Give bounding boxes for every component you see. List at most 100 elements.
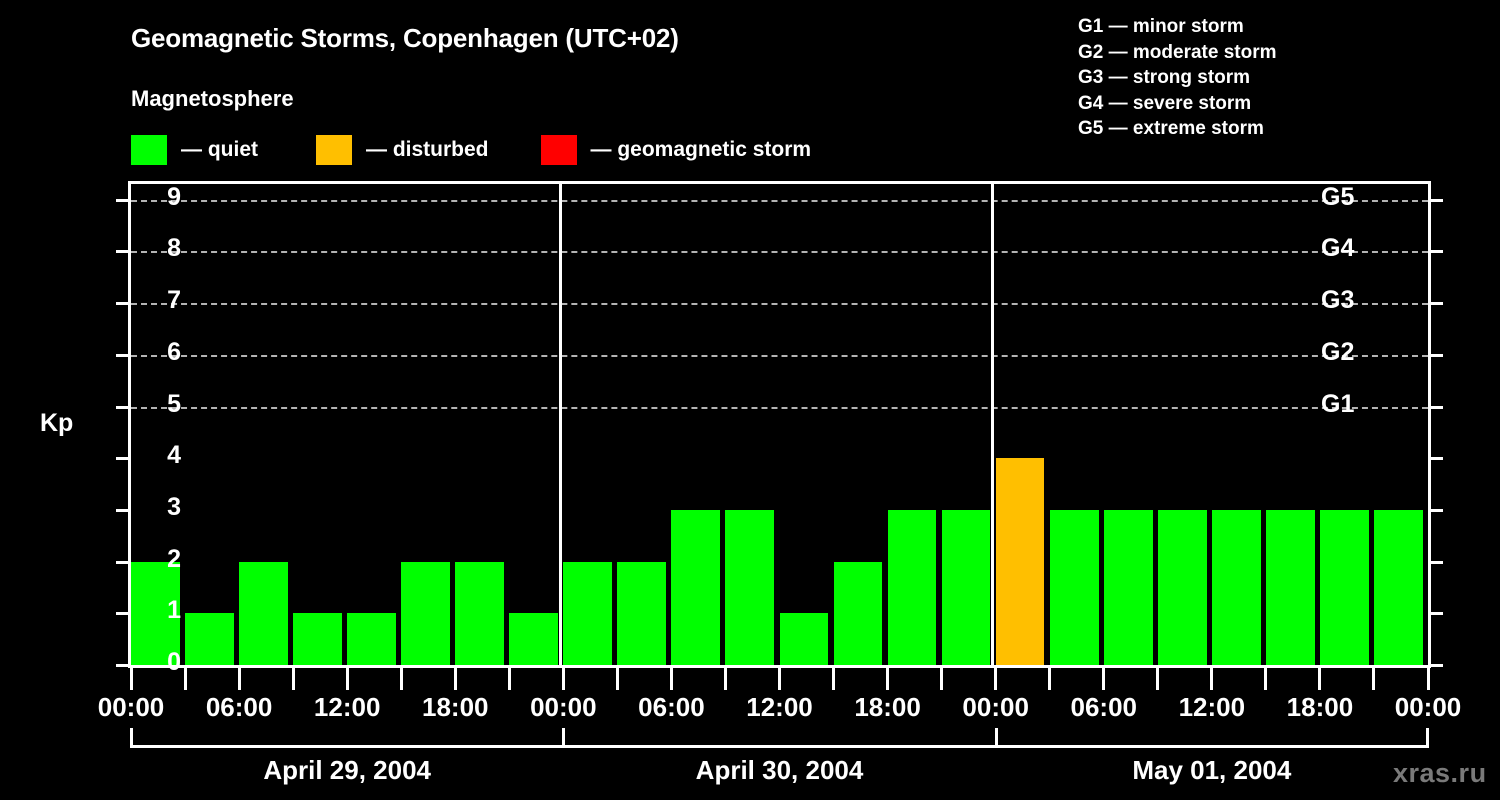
watermark: xras.ru bbox=[1393, 758, 1487, 788]
bar bbox=[995, 458, 1045, 665]
g-scale-row: G4 — severe storm bbox=[1078, 92, 1252, 114]
y-tick-right bbox=[1431, 612, 1443, 616]
bar bbox=[671, 509, 721, 665]
bar bbox=[401, 561, 451, 665]
gridline bbox=[131, 303, 1428, 306]
legend-label-disturbed: — disturbed bbox=[366, 138, 489, 161]
x-axis-label: 06:00 bbox=[1070, 692, 1138, 722]
quiet-swatch bbox=[131, 135, 167, 165]
x-tick bbox=[940, 668, 944, 690]
x-tick bbox=[1210, 668, 1214, 690]
bar bbox=[293, 613, 342, 665]
plot-frame-top bbox=[128, 181, 1431, 184]
x-tick bbox=[1426, 668, 1430, 690]
x-tick bbox=[723, 668, 727, 690]
x-axis-label: 18:00 bbox=[422, 692, 489, 722]
x-axis-label: 18:00 bbox=[1286, 692, 1354, 722]
day-bracket-line bbox=[995, 745, 1428, 748]
g-scale-row: G1 — minor storm bbox=[1078, 16, 1244, 37]
x-axis-label: 12:00 bbox=[746, 692, 813, 722]
legend-item-storm: — geomagnetic storm bbox=[540, 135, 812, 165]
x-axis-label: 00:00 bbox=[530, 692, 597, 722]
y-axis-label: 0 bbox=[167, 648, 181, 676]
x-tick bbox=[345, 668, 349, 690]
plot-frame-left bbox=[128, 181, 131, 668]
color-legend: — quiet — disturbed — geomagnetic storm bbox=[131, 134, 811, 166]
y-tick bbox=[116, 612, 128, 616]
bar bbox=[1103, 509, 1153, 665]
x-axis-label: 06:00 bbox=[638, 692, 705, 722]
y-axis-label: 5 bbox=[167, 389, 181, 418]
bar bbox=[131, 561, 180, 665]
legend-item-quiet: — quiet bbox=[131, 135, 258, 165]
y-tick bbox=[116, 664, 128, 667]
y-axis-title: Kp bbox=[40, 409, 74, 437]
gridline bbox=[131, 354, 1428, 357]
x-tick bbox=[832, 668, 836, 690]
y-tick-right bbox=[1431, 457, 1443, 461]
y-axis-label: 1 bbox=[167, 596, 181, 625]
bar bbox=[1049, 509, 1099, 665]
day-bracket-line bbox=[563, 745, 996, 748]
g-axis-label: G2 bbox=[1321, 337, 1355, 366]
gridline bbox=[131, 199, 1428, 202]
x-tick bbox=[669, 668, 673, 690]
day-bracket-tick bbox=[130, 728, 133, 748]
y-axis-label: 4 bbox=[167, 441, 181, 470]
day-bracket-tick bbox=[994, 728, 998, 748]
x-tick bbox=[1102, 668, 1106, 690]
x-tick bbox=[1264, 668, 1268, 690]
x-tick bbox=[183, 668, 187, 690]
plot-frame-bottom bbox=[128, 665, 1431, 668]
g-scale-legend: G1 — minor storm G2 — moderate storm G3 … bbox=[1078, 14, 1277, 142]
y-tick bbox=[116, 353, 128, 357]
bar bbox=[833, 561, 883, 665]
day-separator bbox=[559, 181, 563, 665]
plot-area bbox=[116, 181, 1443, 668]
day-bracket-tick bbox=[562, 728, 566, 748]
bar bbox=[887, 509, 937, 665]
day-bracket-line bbox=[131, 745, 564, 748]
x-tick bbox=[1048, 668, 1052, 690]
x-tick bbox=[994, 668, 998, 690]
bar bbox=[1157, 509, 1207, 665]
g-axis-label: G1 bbox=[1321, 389, 1355, 418]
bar bbox=[347, 613, 396, 665]
gridline bbox=[131, 406, 1428, 409]
x-axis-label: 00:00 bbox=[1394, 692, 1462, 722]
x-tick bbox=[399, 668, 403, 690]
y-tick-right bbox=[1431, 198, 1443, 202]
bar bbox=[563, 561, 613, 665]
x-tick bbox=[1318, 668, 1322, 690]
bar bbox=[509, 613, 559, 665]
g-scale-row: G5 — extreme storm bbox=[1078, 118, 1264, 139]
day-bracket-tick bbox=[1426, 728, 1429, 748]
plot-frame-right bbox=[1428, 181, 1431, 668]
x-axis-label: 06:00 bbox=[205, 692, 273, 722]
x-tick bbox=[886, 668, 890, 690]
bar bbox=[725, 509, 775, 665]
bar bbox=[941, 509, 991, 665]
bar bbox=[617, 561, 667, 665]
gridline bbox=[131, 251, 1428, 254]
y-tick-right bbox=[1431, 250, 1443, 254]
x-axis-label: 00:00 bbox=[97, 692, 165, 722]
x-axis-label: 12:00 bbox=[313, 692, 381, 722]
y-tick bbox=[116, 405, 128, 409]
x-axis-label: 18:00 bbox=[854, 692, 921, 722]
x-tick bbox=[561, 668, 565, 690]
x-tick bbox=[1156, 668, 1160, 690]
x-tick bbox=[1372, 668, 1376, 690]
y-axis-label: 3 bbox=[167, 492, 181, 521]
x-tick bbox=[291, 668, 295, 690]
y-tick-right bbox=[1431, 560, 1443, 564]
bar bbox=[455, 561, 505, 665]
y-axis-label: 8 bbox=[167, 234, 181, 263]
day-label: May 01, 2004 bbox=[1132, 755, 1292, 785]
x-tick bbox=[507, 668, 511, 690]
g-scale-row: G3 — strong storm bbox=[1078, 67, 1251, 88]
x-axis-label: 00:00 bbox=[962, 692, 1029, 722]
y-axis-label: 9 bbox=[167, 182, 181, 211]
legend-label-storm: — geomagnetic storm bbox=[590, 138, 812, 161]
x-tick bbox=[615, 668, 619, 690]
